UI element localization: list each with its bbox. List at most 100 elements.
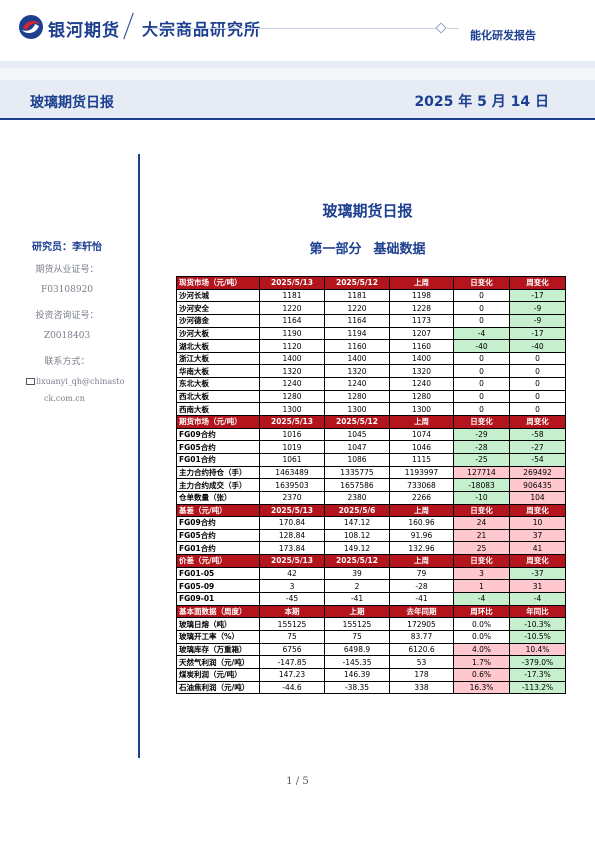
- column-header: 日变化: [453, 415, 510, 429]
- table-cell: -17: [509, 288, 566, 303]
- table-cell: 1019: [259, 440, 325, 454]
- email-line-1[interactable]: lixuanyi_qh@chinasto: [26, 377, 124, 386]
- column-header: 上周: [389, 503, 454, 518]
- table-cell: 1657586: [324, 478, 390, 492]
- table-cell: 1300: [324, 402, 390, 417]
- table-cell: 1086: [324, 452, 390, 467]
- table-cell: -38.35: [324, 680, 390, 695]
- table-cell: -29: [453, 427, 510, 442]
- column-header: 2025/5/13: [259, 276, 325, 290]
- table-row: 玻璃库存（万重箱） 6756 6498.9 6120.6 4.0% 10.4%: [176, 642, 566, 657]
- row-label: 主力合约成交（手）: [176, 478, 260, 492]
- table-cell: 1240: [389, 377, 454, 391]
- row-label: 沙河长城: [176, 288, 260, 303]
- table-cell: 0.0%: [453, 629, 510, 644]
- column-header: 上周: [389, 276, 454, 290]
- table-cell: 0.6%: [453, 667, 510, 682]
- table-cell: -145.35: [324, 655, 390, 669]
- table-cell: -28: [389, 579, 454, 594]
- table-cell: 75: [259, 629, 325, 644]
- table-cell: -10.5%: [509, 629, 566, 644]
- section-name: 基础数据: [373, 242, 426, 257]
- table-section-header: 基差（元/吨） 2025/5/13 2025/5/6 上周 日变化 周变化: [176, 503, 566, 518]
- header-deco-line: [150, 28, 440, 29]
- table-cell: 160.96: [389, 516, 454, 530]
- table-row: FG09-01 -45 -41 -41 -4 -4: [176, 592, 566, 606]
- report-type: 能化研发报告: [470, 29, 536, 42]
- email-line-2[interactable]: ck.com.cn: [44, 394, 85, 403]
- column-header: 日变化: [453, 554, 510, 568]
- table-cell: 733068: [389, 478, 454, 492]
- section-header-label: 价差（元/吨）: [176, 554, 260, 568]
- table-cell: 53: [389, 655, 454, 669]
- table-cell: 1193997: [389, 465, 454, 480]
- section-header-label: 基本面数据（周度）: [176, 604, 260, 619]
- table-cell: 1463489: [259, 465, 325, 480]
- table-cell: -10.3%: [509, 617, 566, 631]
- table-cell: 41: [509, 541, 566, 556]
- table-cell: -9: [509, 301, 566, 315]
- table-cell: 1061: [259, 452, 325, 467]
- row-label: 沙河大板: [176, 326, 260, 341]
- table-cell: 24: [453, 516, 510, 530]
- table-cell: 4.0%: [453, 642, 510, 657]
- table-cell: 2266: [389, 490, 454, 505]
- table-cell: 2370: [259, 490, 325, 505]
- table-cell: 1300: [389, 402, 454, 417]
- table-cell: -10: [453, 490, 510, 505]
- table-row: FG09合约 1016 1045 1074 -29 -58: [176, 427, 566, 442]
- table-cell: -4: [453, 592, 510, 606]
- table-cell: 1160: [324, 339, 390, 353]
- title-rule: [0, 118, 595, 120]
- table-cell: 147.23: [259, 667, 325, 682]
- table-cell: -25: [453, 452, 510, 467]
- table-cell: 269492: [509, 465, 566, 480]
- table-cell: 338: [389, 680, 454, 695]
- sidebar-divider: [138, 154, 140, 758]
- table-cell: 1173: [389, 313, 454, 328]
- table-cell: 1300: [259, 402, 325, 417]
- brand-name: 银河期货: [48, 21, 120, 41]
- table-cell: 149.12: [324, 541, 390, 556]
- table-row: 玻璃日熔（吨） 155125 155125 172905 0.0% -10.3%: [176, 617, 566, 631]
- table-cell: 0: [453, 351, 510, 366]
- row-label: 仓单数量（张）: [176, 490, 260, 505]
- table-cell: 91.96: [389, 528, 454, 543]
- table-cell: 0: [453, 313, 510, 328]
- row-label: 玻璃开工率（%）: [176, 629, 260, 644]
- table-cell: 1207: [389, 326, 454, 341]
- table-cell: 0: [509, 377, 566, 391]
- license-number: F03108920: [40, 285, 94, 295]
- table-cell: 1198: [389, 288, 454, 303]
- section-header-label: 现货市场（元/吨）: [176, 276, 260, 290]
- consult-number: Z0018403: [43, 331, 91, 341]
- row-label: FG09合约: [176, 427, 260, 442]
- table-row: FG01合约 1061 1086 1115 -25 -54: [176, 452, 566, 467]
- table-row: FG01合约 173.84 149.12 132.96 25 41: [176, 541, 566, 556]
- column-header: 2025/5/12: [324, 554, 390, 568]
- table-cell: 172905: [389, 617, 454, 631]
- section-number: 第一部分: [309, 242, 362, 257]
- table-row: 西北大板 1280 1280 1280 0 0: [176, 389, 566, 404]
- table-section-header: 基本面数据（周度） 本期 上期 去年同期 周环比 年同比: [176, 604, 566, 619]
- table-cell: 178: [389, 667, 454, 682]
- galaxy-logo-icon: [19, 15, 43, 39]
- table-cell: 1400: [389, 351, 454, 366]
- table-cell: 1190: [259, 326, 325, 341]
- table-cell: 1280: [324, 389, 390, 404]
- section-header-label: 期货市场（元/吨）: [176, 415, 260, 429]
- table-row: 沙河德金 1164 1164 1173 0 -9: [176, 313, 566, 328]
- table-cell: 0: [509, 402, 566, 417]
- table-cell: 1220: [259, 301, 325, 315]
- table-cell: -54: [509, 452, 566, 467]
- table-cell: 1639503: [259, 478, 325, 492]
- table-cell: -40: [453, 339, 510, 353]
- table-cell: 3: [259, 579, 325, 594]
- table-cell: 1320: [389, 364, 454, 379]
- table-row: FG05合约 1019 1047 1046 -28 -27: [176, 440, 566, 454]
- row-label: 湖北大板: [176, 339, 260, 353]
- row-label: FG01-05: [176, 566, 260, 581]
- table-cell: 906435: [509, 478, 566, 492]
- table-cell: 1194: [324, 326, 390, 341]
- table-cell: -17.3%: [509, 667, 566, 682]
